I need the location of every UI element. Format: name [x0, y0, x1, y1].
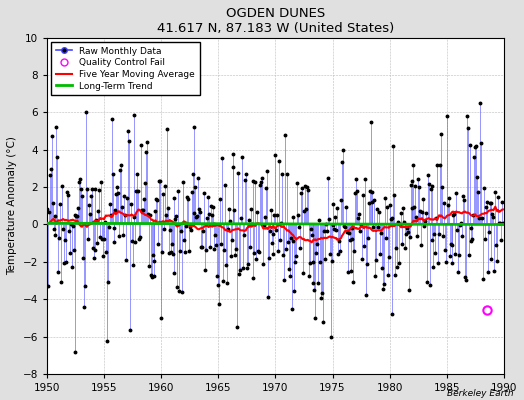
Y-axis label: Temperature Anomaly (°C): Temperature Anomaly (°C)	[7, 136, 17, 275]
Title: OGDEN DUNES
41.617 N, 87.183 W (United States): OGDEN DUNES 41.617 N, 87.183 W (United S…	[157, 7, 394, 35]
Legend: Raw Monthly Data, Quality Control Fail, Five Year Moving Average, Long-Term Tren: Raw Monthly Data, Quality Control Fail, …	[51, 42, 200, 95]
Text: Berkeley Earth: Berkeley Earth	[447, 389, 514, 398]
